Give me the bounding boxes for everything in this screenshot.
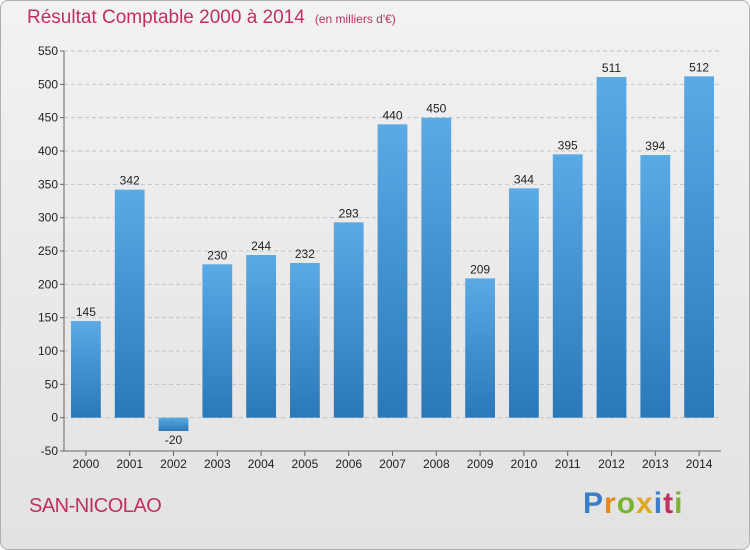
x-tick-label: 2009 [467, 457, 494, 471]
data-label: 293 [339, 206, 359, 220]
logo-letter: o [616, 487, 637, 520]
chart-subtitle: (en milliers d'€) [314, 12, 396, 26]
logo-letter: t [663, 487, 675, 520]
y-tick-label: 350 [38, 177, 58, 191]
x-tick-label: 2010 [511, 457, 538, 471]
data-label: 512 [689, 60, 709, 74]
chart-title-text: Résultat Comptable 2000 à 2014 [27, 7, 305, 28]
data-label: 511 [602, 61, 621, 75]
x-tick-label: 2008 [423, 457, 450, 471]
y-tick-label: 150 [38, 311, 58, 325]
x-tick-label: 2006 [335, 457, 362, 471]
x-tick-label: 2002 [160, 457, 187, 471]
y-tick-label: 400 [38, 144, 58, 158]
data-label: 395 [558, 138, 578, 152]
proxiti-logo[interactable]: Proxiti [583, 487, 683, 521]
y-tick-label: 250 [38, 244, 58, 258]
y-tick-label: 100 [38, 344, 58, 358]
data-label: 230 [207, 248, 227, 262]
y-tick-label: 500 [38, 77, 58, 91]
x-tick-label: 2014 [686, 457, 713, 471]
logo-letter: i [674, 487, 684, 520]
x-tick-label: 2005 [292, 457, 319, 471]
bar [333, 222, 364, 418]
data-label: 440 [382, 108, 402, 122]
bar [509, 188, 539, 418]
bar [640, 155, 671, 418]
x-tick-label: 2000 [73, 457, 100, 471]
x-tick-label: 2007 [379, 457, 406, 471]
commune-name: SAN-NICOLAO [29, 495, 162, 517]
x-tick-label: 2004 [248, 457, 275, 471]
y-tick-label: 550 [38, 44, 58, 58]
logo-letter: x [636, 487, 654, 520]
bar [290, 263, 320, 418]
x-tick-label: 2001 [116, 457, 143, 471]
y-tick-label: 300 [38, 211, 58, 225]
logo-letter: r [604, 487, 617, 520]
bar [71, 321, 101, 418]
data-label: 450 [426, 102, 446, 116]
bar [684, 76, 714, 418]
logo-letter: i [653, 487, 664, 520]
bar [552, 154, 583, 418]
bar [158, 417, 189, 431]
bar [377, 124, 408, 418]
y-tick-label: 200 [38, 277, 58, 291]
bar [465, 278, 495, 418]
data-label: 209 [470, 262, 490, 276]
chart-title: Résultat Comptable 2000 à 2014 (en millie… [27, 7, 396, 29]
bar [246, 255, 276, 418]
bar [202, 264, 233, 418]
data-label: 145 [76, 305, 96, 319]
y-tick-label: 0 [51, 411, 58, 425]
y-tick-label: 450 [38, 111, 58, 125]
data-label: 394 [645, 139, 665, 153]
x-tick-label: 2013 [642, 457, 669, 471]
data-label: 344 [514, 172, 534, 186]
data-label: 244 [251, 239, 271, 253]
x-tick-label: 2012 [598, 457, 625, 471]
data-label: 232 [295, 247, 315, 261]
x-tick-label: 2011 [555, 457, 581, 471]
bar [596, 77, 627, 418]
y-tick-label: 50 [45, 377, 59, 391]
bar [114, 189, 145, 418]
data-label: 342 [120, 174, 140, 188]
logo-letter: P [583, 487, 605, 520]
data-label: -20 [165, 433, 183, 447]
x-tick-label: 2003 [204, 457, 231, 471]
bar [421, 117, 452, 418]
y-tick-label: -50 [41, 444, 59, 458]
